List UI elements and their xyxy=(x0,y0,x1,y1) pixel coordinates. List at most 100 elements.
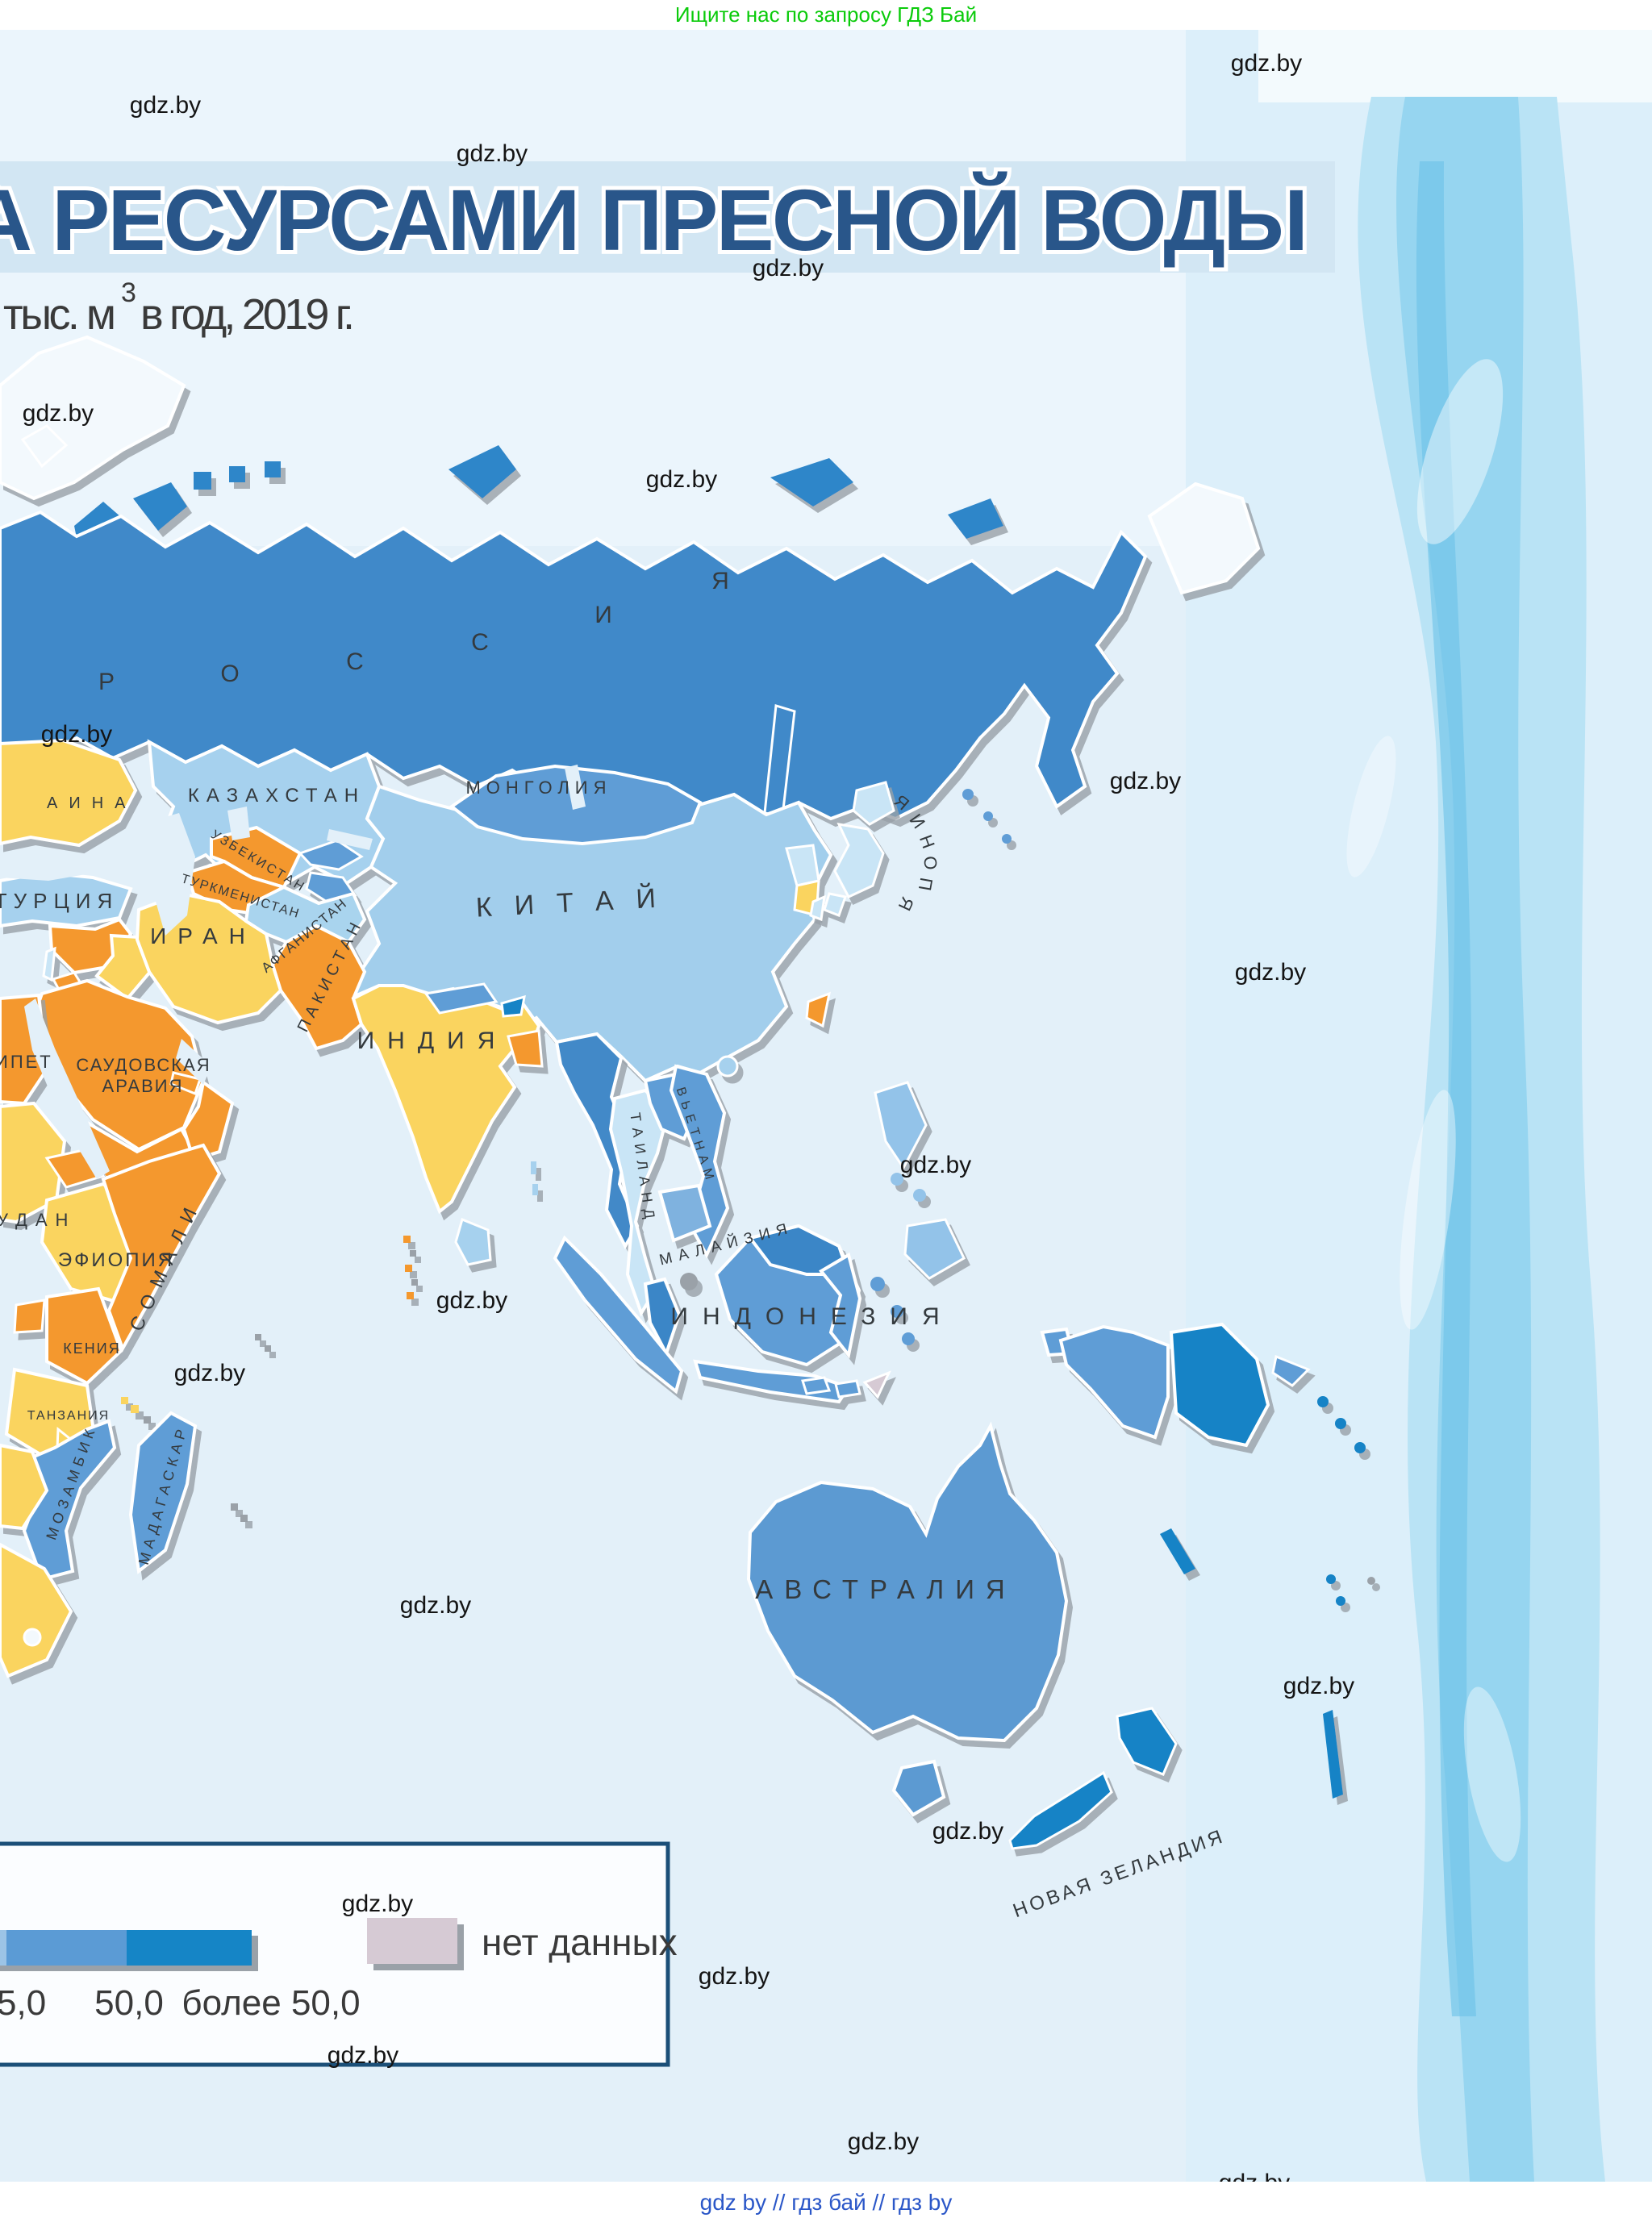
label-egypt: ИПЕТ xyxy=(0,1052,53,1072)
island-tasmania xyxy=(891,1759,946,1817)
island-maldives xyxy=(407,1292,414,1299)
island-moluccas xyxy=(870,1277,885,1291)
legend-tick-1: 5,0 xyxy=(0,1983,46,2023)
landmass-north-europe xyxy=(0,335,186,501)
island-comoros xyxy=(144,1416,151,1424)
country-new-zealand-south xyxy=(1008,1770,1113,1850)
label-ethiopia: ЭФИОПИЯ xyxy=(58,1249,174,1271)
island-sumatra xyxy=(553,1235,684,1394)
country-russia xyxy=(0,510,1148,821)
watermark-text: gdz.by xyxy=(1283,1673,1354,1699)
landmass-japan xyxy=(809,781,1012,922)
water-texture xyxy=(1186,30,1652,2182)
legend-bar-segment-medium xyxy=(6,1930,127,1966)
island-novaya-zemlya xyxy=(133,482,187,531)
watermark-text: gdz.by xyxy=(130,92,201,119)
inland-waters xyxy=(0,765,586,1179)
watermark-text: gdz.by xyxy=(646,466,717,493)
subtitle-year: в год, 2019 г. xyxy=(140,290,355,339)
island-kuril xyxy=(983,811,993,821)
country-kyrgyzstan xyxy=(298,839,364,871)
country-kenya xyxy=(45,1286,123,1386)
texture-bubble xyxy=(1346,736,1396,878)
island-mauritius xyxy=(231,1503,238,1511)
island-svalbard xyxy=(20,424,69,469)
sea-black xyxy=(0,848,95,881)
label-australia: АВСТРАЛИЯ xyxy=(755,1574,1016,1604)
texture-streak xyxy=(1416,161,1476,2016)
country-taiwan xyxy=(805,991,832,1028)
watermark-text: gdz.by xyxy=(327,2042,398,2069)
label-iran: ИРАН xyxy=(150,923,257,948)
country-alaska-tip xyxy=(1147,482,1261,595)
label-turkey: ТУРЦИЯ xyxy=(0,889,119,913)
watermark-text: gdz.by xyxy=(457,140,528,167)
subtitle-unit: тыс. м xyxy=(3,290,116,339)
island-new-britain xyxy=(1271,1354,1311,1387)
island-severnaya-zemlya xyxy=(448,445,516,498)
country-madagascar xyxy=(128,1411,198,1574)
island-vanuatu xyxy=(1326,1574,1336,1584)
island-maldives xyxy=(403,1236,411,1243)
subtitle-superscript: 3 xyxy=(121,277,136,308)
watermark-text: gdz.by xyxy=(1235,959,1306,986)
label-tanzania: ТАНЗАНИЯ xyxy=(27,1409,110,1423)
island-mindanao xyxy=(903,1218,966,1280)
country-south-africa xyxy=(0,1542,73,1678)
island-kuril xyxy=(1002,834,1012,844)
sea-caspian xyxy=(152,813,195,936)
island-kuril xyxy=(962,789,974,800)
country-nepal xyxy=(423,982,499,1015)
watermark-text: gdz.by xyxy=(848,2128,919,2155)
lake-aral xyxy=(227,807,250,840)
island-dot xyxy=(194,472,211,490)
watermark-text: gdz.by xyxy=(41,721,112,748)
city-singapore xyxy=(680,1273,698,1290)
island-new-caledonia xyxy=(1160,1528,1195,1574)
island-honshu xyxy=(833,823,885,898)
island-comoros xyxy=(131,1405,139,1413)
label-russia-letter: И xyxy=(594,602,612,628)
island-fiji xyxy=(1367,1577,1375,1585)
island-dot xyxy=(265,461,281,477)
country-bangladesh xyxy=(507,1029,544,1068)
country-israel xyxy=(42,946,56,982)
island-shikoku xyxy=(823,892,847,917)
legend-bar-segment-light xyxy=(0,1930,6,1966)
watermark-text: gdz.by xyxy=(174,1360,245,1386)
country-ukraine xyxy=(0,738,138,848)
label-kazakhstan: КАЗАХСТАН xyxy=(188,785,365,807)
label-russia-letter: О xyxy=(220,661,239,687)
island-solomon xyxy=(1354,1442,1366,1453)
label-russia-letter: С xyxy=(346,648,364,675)
footer-bar xyxy=(0,2182,1652,2222)
watermark-text: gdz.by xyxy=(342,1891,413,1917)
country-somalia xyxy=(101,1143,222,1353)
legend-nodata-swatch xyxy=(367,1918,457,1964)
island-seychelles xyxy=(265,1345,271,1352)
landmass-se-asia xyxy=(403,1032,1366,1453)
label-japan-letter: П xyxy=(915,876,937,892)
footer-links[interactable]: gdz by // гдз бай // гдз by xyxy=(700,2190,953,2215)
country-pakistan xyxy=(270,923,367,1051)
texture-top-light xyxy=(1258,30,1652,102)
subtitle: тыс. м 3 в год, 2019 г. xyxy=(3,277,355,339)
island-maldives xyxy=(411,1279,418,1286)
island-lesser-sunda xyxy=(834,1379,861,1399)
watermark-text: gdz.by xyxy=(23,400,94,427)
island-wrangel xyxy=(948,498,1003,539)
island-kyushu xyxy=(809,894,826,922)
label-russia-letter: Я xyxy=(711,568,729,594)
island-seychelles xyxy=(255,1334,261,1340)
lake-balkhash xyxy=(327,829,373,850)
lake-baikal xyxy=(565,765,586,810)
island-luzon xyxy=(874,1081,928,1170)
island-visayas xyxy=(913,1189,926,1202)
label-india: ИНДИЯ xyxy=(357,1028,508,1054)
island-lesser-sunda xyxy=(801,1376,832,1395)
island-andaman xyxy=(531,1161,536,1174)
country-uae xyxy=(169,1071,202,1095)
label-mongolia: МОНГОЛИЯ xyxy=(465,777,611,798)
watermark-text: gdz.by xyxy=(900,1152,971,1178)
